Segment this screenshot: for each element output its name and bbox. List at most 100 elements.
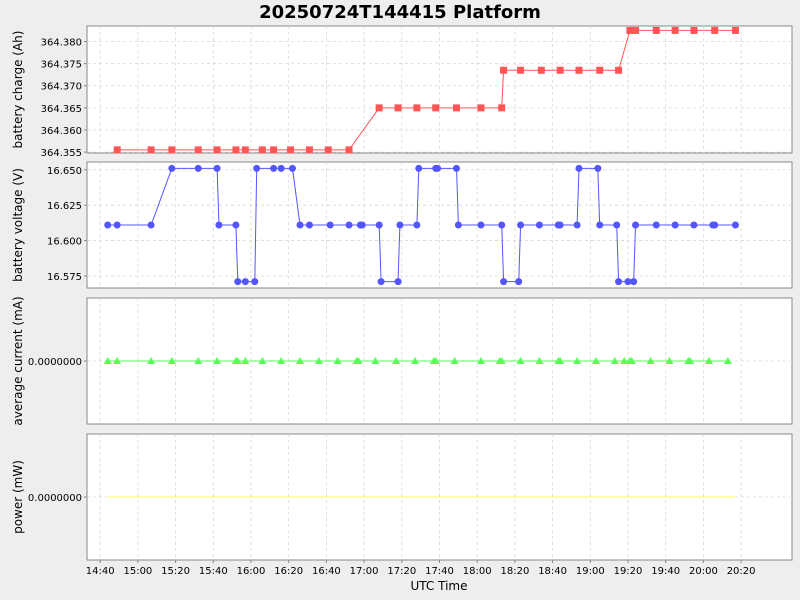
data-point [333,357,342,364]
x-tick-label: 18:40 [538,566,567,577]
data-point [432,104,440,112]
data-point [394,278,402,286]
data-point [296,357,305,364]
data-point [375,104,383,112]
data-point [705,357,714,364]
data-point [354,357,363,364]
data-point [500,66,508,74]
x-axis-ticks: 14:40 15:00 15:20 15:40 16:00 16:20 16:40 17:00… [86,560,756,577]
data-point [624,278,632,286]
plot-area [86,25,793,154]
x-tick-label: 15:00 [123,566,152,577]
data-point [167,357,176,364]
data-point [305,146,313,154]
y-tick-label: 16.650 [47,166,82,177]
y-tick-label: 16.625 [47,201,82,212]
data-point [723,357,732,364]
data-point [615,66,623,74]
data-point [296,221,304,229]
data-point [498,104,506,112]
data-point [270,164,278,172]
data-point [410,357,419,364]
x-tick-label: 17:20 [387,566,416,577]
data-point [671,26,679,34]
y-tick-label: 364.355 [41,148,82,159]
data-point [258,357,267,364]
data-point [415,164,423,172]
data-point [630,278,638,286]
y-axis-label: battery charge (Ah) [11,31,25,149]
data-point [287,146,295,154]
data-point [690,221,698,229]
x-tick-label: 18:20 [500,566,529,577]
y-tick-label: 364.370 [41,82,82,93]
data-point [610,357,619,364]
data-point [498,221,506,229]
data-point [690,26,698,34]
data-point [113,221,121,229]
y-tick-label: 0.0000000 [28,357,82,368]
data-point [377,278,385,286]
y-tick-label: 0.0000000 [28,493,82,504]
data-point [113,357,122,364]
x-tick-label: 17:40 [425,566,454,577]
data-point [632,221,640,229]
data-point [345,221,353,229]
data-point [665,357,674,364]
x-tick-label: 19:40 [651,566,680,577]
y-axis-label: battery voltage (V) [11,168,25,282]
data-point [194,357,203,364]
data-point [594,164,602,172]
x-tick-label: 20:20 [727,566,756,577]
data-point [537,66,545,74]
data-point [620,357,629,364]
data-point [671,221,679,229]
data-point [392,357,401,364]
data-point [277,164,285,172]
data-point [277,357,286,364]
data-point [646,357,655,364]
data-point [596,66,604,74]
data-point [556,221,564,229]
data-point [573,357,582,364]
data-point [413,104,421,112]
data-point [632,26,640,34]
data-point [326,221,334,229]
data-point [517,66,525,74]
x-tick-label: 15:20 [161,566,190,577]
x-tick-label: 20:00 [689,566,718,577]
data-point [596,221,604,229]
x-tick-label: 16:20 [274,566,303,577]
data-point [556,357,565,364]
data-point [516,357,525,364]
y-tick-label: 16.600 [47,237,82,248]
data-point [556,66,564,74]
data-point [626,26,634,34]
x-tick-label: 16:40 [312,566,341,577]
data-point [241,357,250,364]
data-point [573,221,581,229]
y-tick-label: 364.380 [41,37,82,48]
y-tick-label: 16.575 [47,272,82,283]
data-point [241,146,249,154]
data-point [731,221,739,229]
data-point [258,146,266,154]
data-point [575,66,583,74]
data-point [477,221,485,229]
x-tick-label: 17:00 [350,566,379,577]
data-point [213,164,221,172]
data-point [413,221,421,229]
data-point [213,146,221,154]
data-point [535,221,543,229]
data-point [454,221,462,229]
data-point [450,357,459,364]
data-point [517,221,525,229]
data-point [215,221,223,229]
data-point [477,104,485,112]
data-point [476,357,485,364]
data-point [394,104,402,112]
y-tick-label: 364.360 [41,126,82,137]
data-point [213,357,222,364]
data-point [711,26,719,34]
